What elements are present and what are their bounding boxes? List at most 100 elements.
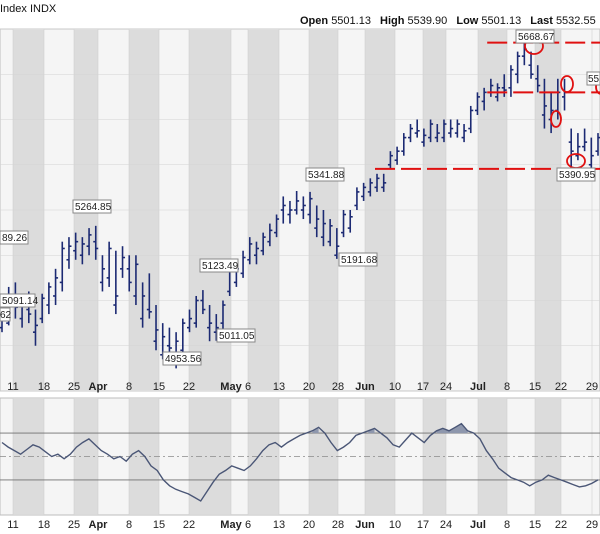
indicator-line [1,422,599,502]
price-label-5191: 5191.68 [338,252,378,267]
ohlc-bar [347,210,353,233]
x-axis-labels-bottom: 11 18 25 Apr 8 15 22 May 6 13 20 28 Jun 10 17 24 Jul 8 15 2… [7,519,598,531]
ohlc-bar [247,237,253,265]
price-label-5390-text: 5390.95 [559,170,596,181]
price-label-5123-text: 5123.49 [202,261,239,272]
ohlc-bar [294,190,300,215]
price-label-5011: 5011.05 [216,328,256,343]
ohlc-summary: Open 5501.13 High 5539.90 Low 5501.13 La… [300,15,600,27]
ohlc-bar [39,293,45,324]
ohlc-bar [280,196,286,224]
ohlc-bar [535,65,541,93]
price-label-62-text: 62 [0,310,12,321]
x-tick-label: Jun [355,381,375,393]
x-tick-label: 8 [126,519,132,531]
x-tick-label: 28 [332,519,344,531]
ohlc-bar [421,128,427,147]
price-label-4953: 4953.56 [162,351,202,366]
overbought-fill [436,423,468,434]
ohlc-bar [461,124,467,143]
x-tick-label: 22 [183,381,195,393]
ohlc-bar [582,128,588,152]
ohlc-bar [113,250,119,315]
x-tick-label: 22 [555,381,567,393]
x-tick-label: 6 [245,381,251,393]
ohlc-bar [32,309,38,346]
indicator-reference-lines [0,432,600,481]
high-label: High [380,15,405,27]
open-label: Open [300,15,329,27]
highlight-circle-edge [595,79,600,95]
ohlc-bar [575,133,581,161]
ohlc-bar [140,282,146,328]
x-tick-label: May [220,519,242,531]
x-tick-label: 10 [389,381,401,393]
ohlc-bar [260,232,266,256]
price-label-5091-text: 5091.14 [2,296,39,307]
ohlc-bar [448,119,454,138]
x-axis-labels-main: 11 18 25 Apr 8 15 22 May 6 13 20 28 Jun 10 17 24 Jul 8 15 2… [7,381,598,393]
ohlc-bar [120,246,126,278]
ohlc-bar [595,133,600,156]
ohlc-bar [146,273,152,319]
ohlc-bar [468,105,474,134]
price-label-62: 62 [0,307,12,322]
ohlc-bar [207,305,213,342]
price-label-55-text: 55 [588,74,600,85]
x-tick-label: 22 [555,519,567,531]
highlight-circles [524,37,600,169]
x-tick-label: 25 [68,519,80,531]
highlight-circle-mid [560,75,574,93]
ohlc-bar [267,223,273,247]
ohlc-bar [59,241,65,292]
ohlc-bar [354,187,360,210]
ohlc-bar [454,119,460,138]
ohlc-bar [434,124,440,143]
price-label-55: 55 [586,71,600,86]
x-tick-label: 29 [586,381,598,393]
x-tick-label: 18 [38,519,50,531]
x-tick-label: 17 [417,381,429,393]
ohlc-bar [367,178,373,197]
ohlc-bar [481,87,487,111]
ohlc-bar [53,268,59,306]
symbol-label: Index INDX [0,3,57,15]
open-value: 5501.13 [331,15,371,27]
x-tick-label: 11 [7,381,18,393]
ohlc-bar [93,225,99,260]
ohlc-bar [515,51,521,84]
x-tick-label: 11 [7,519,18,531]
ohlc-bar [541,78,547,129]
ohlc-bar [407,124,413,143]
x-tick-label: 15 [153,381,165,393]
ohlc-bar [320,210,326,247]
ohlc-bar [99,255,105,292]
ohlc-bar [73,232,79,260]
x-tick-label: Jul [470,381,486,393]
price-label-5264-text: 5264.85 [75,202,112,213]
x-tick-label: 20 [303,381,315,393]
ohlc-bar [474,92,480,115]
price-label-89-26-text: 89.26 [2,233,27,244]
x-tick-label: 13 [273,519,285,531]
ohlc-bar [180,318,186,355]
low-label: Low [456,15,479,27]
ohlc-bar [220,300,226,333]
ohlc-bar [240,250,246,278]
price-label-5123: 5123.49 [199,258,239,273]
x-tick-label: 15 [153,519,165,531]
ohlc-bar [153,305,159,351]
price-label-5341-text: 5341.88 [308,170,345,181]
ohlc-bar [46,282,52,315]
x-tick-label: 18 [38,381,50,393]
ohlc-bar [200,290,206,315]
x-tick-label: 8 [504,381,510,393]
x-tick-label: 22 [183,519,195,531]
ohlc-bar [193,295,199,328]
ohlc-bar [133,255,139,306]
x-tick-label: 6 [245,519,251,531]
x-tick-label: 20 [303,519,315,531]
last-label: Last [530,15,553,27]
